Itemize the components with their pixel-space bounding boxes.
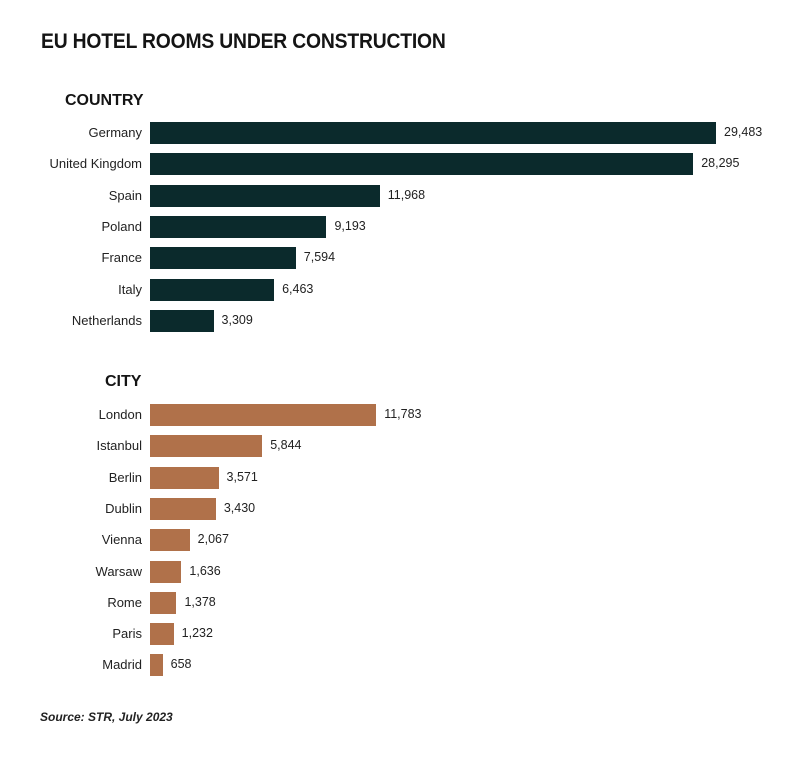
city-label: Vienna (101, 532, 142, 548)
city-label: London (98, 407, 142, 422)
country-value-label: 6,463 (282, 281, 314, 296)
city-value-label: 1,636 (189, 563, 221, 578)
country-label: Poland (101, 218, 142, 234)
city-label: Dublin (105, 500, 142, 516)
city-bar (150, 654, 163, 677)
country-bar (150, 215, 327, 238)
city-value-label: 658 (170, 657, 192, 672)
city-bar (150, 435, 263, 458)
city-value-label: 3,571 (226, 469, 258, 484)
city-value-label: 2,067 (197, 532, 229, 547)
city-value-label: 5,844 (270, 438, 302, 453)
country-label: United Kingdom (49, 156, 143, 172)
country-bar (150, 122, 716, 144)
city-value-label: 1,378 (184, 594, 216, 609)
city-label: Warsaw (95, 563, 142, 579)
city-label: Paris (112, 626, 142, 642)
country-value-label: 11,968 (387, 187, 426, 202)
city-value-label: 11,783 (384, 407, 422, 421)
country-bar (150, 309, 214, 332)
country-value-label: 3,309 (221, 312, 253, 327)
country-value-label: 29,483 (724, 125, 763, 139)
country-bar (150, 278, 275, 301)
city-label: Rome (107, 594, 142, 610)
country-value-label: 7,594 (303, 250, 336, 265)
country-label: Netherlands (71, 312, 142, 328)
city-bar (150, 404, 377, 426)
country-label: Spain (108, 187, 142, 203)
country-label: France (101, 250, 142, 266)
chart-title: EU HOTEL ROOMS UNDER CONSTRUCTION (41, 30, 446, 53)
country-label: Germany (88, 125, 142, 140)
country-bar (150, 153, 694, 176)
city-label: Madrid (102, 657, 142, 673)
city-bar (150, 466, 219, 489)
country-value-label: 28,295 (701, 156, 740, 171)
city-section-title: CITY (105, 373, 142, 390)
city-bar (150, 623, 174, 646)
city-value-label: 1,232 (181, 626, 213, 641)
city-bar (150, 529, 190, 552)
city-label: Istanbul (96, 438, 142, 454)
city-bar (150, 497, 216, 520)
country-bar (150, 247, 296, 270)
country-value-label: 9,193 (334, 218, 366, 233)
city-bar (150, 591, 177, 614)
country-section-title: COUNTRY (65, 92, 144, 109)
city-bar (150, 560, 182, 583)
country-bar (150, 184, 380, 207)
source-note: Source: STR, July 2023 (40, 710, 173, 724)
country-label: Italy (118, 281, 142, 297)
city-value-label: 3,430 (223, 500, 256, 515)
city-label: Berlin (108, 469, 142, 485)
